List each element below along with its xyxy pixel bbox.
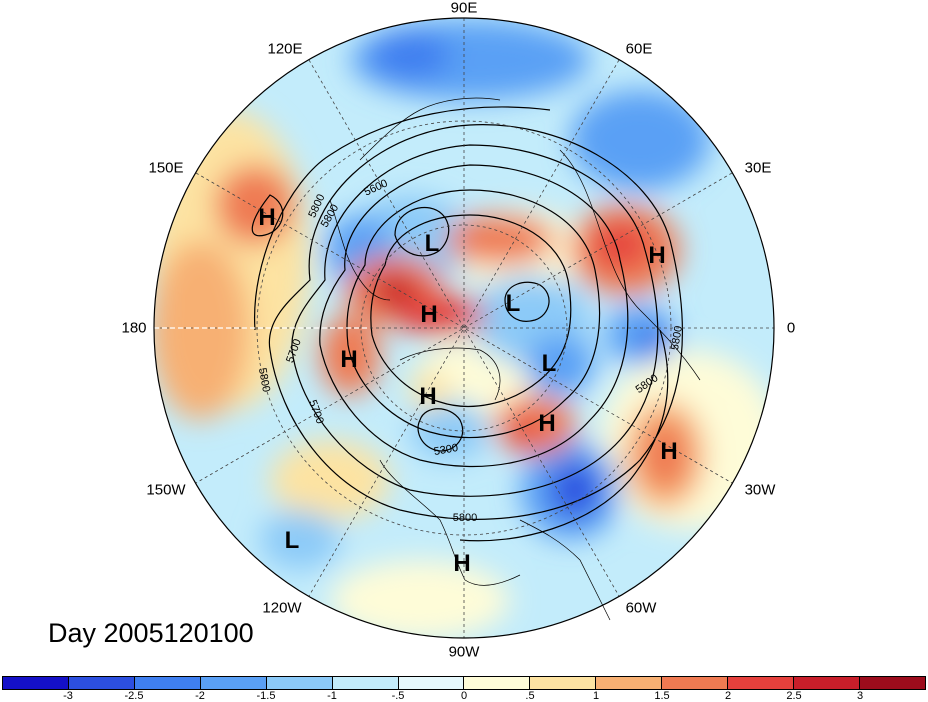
map-boundary bbox=[153, 17, 775, 639]
colorbar-tick-label: 3 bbox=[856, 690, 864, 702]
lon-label-0: 0 bbox=[786, 319, 796, 337]
high-pressure-marker: H bbox=[660, 438, 678, 465]
colorbar-segment bbox=[794, 677, 860, 689]
colorbar-tick-label: -1.5 bbox=[256, 690, 276, 702]
high-pressure-marker: H bbox=[419, 383, 437, 410]
colorbar-segment bbox=[596, 677, 663, 689]
high-pressure-marker: H bbox=[340, 346, 358, 373]
coastlines bbox=[329, 97, 701, 621]
low-pressure-marker: L bbox=[505, 290, 521, 317]
low-pressure-marker: L bbox=[541, 350, 557, 377]
colorbar-segment bbox=[530, 677, 597, 689]
lon-label-90e: 90E bbox=[450, 0, 478, 17]
colorbar bbox=[2, 676, 926, 690]
lon-label-30w: 30W bbox=[744, 481, 776, 499]
date-title: Day 2005120100 bbox=[48, 618, 254, 648]
colorbar-tick-label: -2.5 bbox=[124, 690, 144, 702]
colorbar-segment bbox=[662, 677, 729, 689]
graticule bbox=[154, 18, 774, 638]
colorbar-segment bbox=[134, 677, 201, 689]
lon-label-60w: 60W bbox=[625, 599, 657, 617]
colorbar-tick-label: -1 bbox=[327, 690, 337, 702]
colorbar-tick-label: -2 bbox=[195, 690, 205, 702]
colorbar-segment bbox=[728, 677, 795, 689]
colorbar-tick-label: .5 bbox=[525, 690, 535, 702]
colorbar-tick-label: 0 bbox=[460, 690, 468, 702]
colorbar-tick-label: 2.5 bbox=[786, 690, 802, 702]
lon-label-120w: 120W bbox=[262, 599, 302, 617]
high-pressure-marker: H bbox=[648, 242, 666, 269]
high-pressure-marker: H bbox=[453, 550, 471, 577]
colorbar-tick-label: 1.5 bbox=[654, 690, 670, 702]
low-pressure-marker: L bbox=[284, 527, 300, 554]
lon-label-30e: 30E bbox=[744, 159, 772, 177]
colorbar-segment bbox=[332, 677, 399, 689]
low-pressure-marker: L bbox=[424, 230, 440, 257]
colorbar-segment bbox=[859, 677, 925, 689]
lon-label-180: 180 bbox=[121, 319, 147, 337]
height-contours bbox=[251, 106, 684, 542]
colorbar-segment bbox=[266, 677, 333, 689]
lon-label-60e: 60E bbox=[625, 40, 653, 58]
lon-label-150e: 150E bbox=[148, 159, 184, 177]
colorbar-tick-label: 1 bbox=[592, 690, 600, 702]
colorbar-segment bbox=[3, 677, 69, 689]
high-pressure-marker: H bbox=[258, 204, 276, 231]
colorbar-tick-label: -.5 bbox=[391, 690, 405, 702]
colorbar-tick-label: -3 bbox=[63, 690, 73, 702]
colorbar-tick-label: 2 bbox=[724, 690, 732, 702]
colorbar-segment bbox=[68, 677, 135, 689]
lon-label-120e: 120E bbox=[267, 40, 303, 58]
colorbar-segment bbox=[398, 677, 465, 689]
high-pressure-marker: H bbox=[420, 301, 438, 328]
colorbar-segment bbox=[200, 677, 267, 689]
colorbar-segment bbox=[464, 677, 531, 689]
contour-label: 5800 bbox=[452, 512, 478, 524]
lon-label-90w: 90W bbox=[448, 643, 480, 661]
high-pressure-marker: H bbox=[538, 410, 556, 437]
lon-label-150w: 150W bbox=[146, 481, 186, 499]
